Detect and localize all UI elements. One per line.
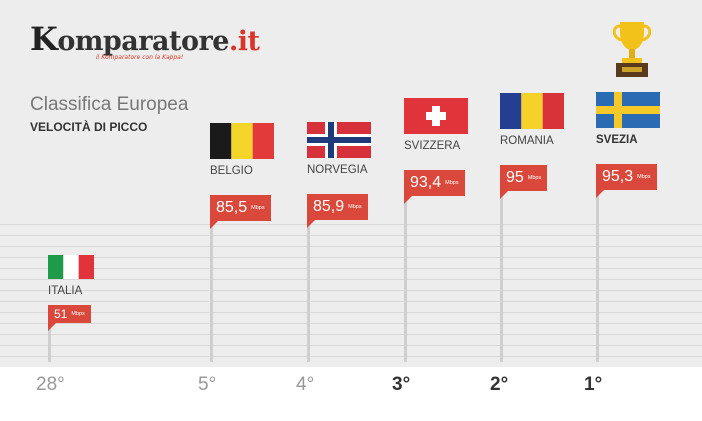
unit-label: Mbps (637, 174, 651, 181)
pole-italia (48, 305, 51, 362)
pole-romania (500, 165, 503, 362)
country-label: ROMANIA (500, 135, 554, 148)
value-badge: 95 Mbps (500, 165, 548, 192)
badge-tail (210, 221, 218, 230)
data-label: 85,5 (216, 199, 248, 217)
rank-label: 28° (36, 374, 65, 395)
unit-label: Mbps (71, 311, 85, 318)
switzerland-flag (404, 98, 468, 139)
value-badge: 93,4 Mbps (404, 170, 465, 197)
badge-tail (500, 191, 508, 200)
italy-flag (48, 255, 94, 284)
rank-label: 3° (392, 374, 411, 395)
country-label: SVIZZERA (404, 140, 461, 153)
value-badge: 85,5 Mbps (210, 195, 271, 222)
badge-tail (596, 190, 604, 199)
grid-line (0, 257, 702, 258)
data-label: 51 (54, 307, 68, 322)
grid-line (0, 290, 702, 291)
pole-norvegia (307, 194, 310, 362)
badge-tail (307, 220, 315, 229)
pole-belgio (210, 195, 213, 362)
grid-line (0, 268, 702, 269)
grid-line (0, 235, 702, 236)
country-label: NORVEGIA (307, 164, 368, 177)
grid-line (0, 323, 702, 324)
grid-line (0, 312, 702, 313)
brand-tagline: il Komparatore con la Kappa! (96, 54, 184, 61)
country-label: SVEZIA (596, 134, 638, 147)
pole-svizzera (404, 170, 407, 362)
rank-label: 1° (584, 374, 603, 395)
data-label: 95,3 (602, 168, 634, 186)
grid-line (0, 356, 702, 357)
grid-line (0, 224, 702, 225)
rank-label: 2° (490, 374, 509, 395)
value-badge: 95,3 Mbps (596, 164, 657, 191)
grid-line (0, 345, 702, 346)
brand-logo[interactable]: Komparatore.it il Komparatore con la Kap… (30, 20, 260, 61)
value-badge: 51 Mbps (48, 305, 91, 324)
sweden-flag (596, 92, 660, 133)
badge-tail (48, 323, 56, 332)
chart-subtitle: VELOCITÀ DI PICCO (30, 120, 148, 134)
grid-line (0, 279, 702, 280)
unit-label: Mbps (251, 205, 265, 212)
rank-label: 4° (296, 374, 315, 395)
data-label: 95 (506, 169, 524, 187)
data-label: 85,9 (313, 198, 345, 216)
badge-tail (404, 196, 412, 205)
pole-svezia (596, 164, 599, 362)
chart-background (0, 0, 702, 367)
norway-flag (307, 122, 371, 163)
romania-flag (500, 93, 564, 134)
grid-line (0, 334, 702, 335)
chart-title: Classifica Europea (30, 94, 189, 115)
unit-label: Mbps (527, 175, 542, 182)
data-label: 93,4 (410, 174, 442, 192)
belgium-flag (210, 123, 274, 164)
rank-label: 5° (198, 374, 217, 395)
country-label: BELGIO (210, 165, 253, 178)
brand-name: Komparatore.it (30, 20, 260, 58)
country-label: ITALIA (48, 285, 83, 298)
grid-line (0, 301, 702, 302)
unit-label: Mbps (445, 180, 459, 187)
unit-label: Mbps (348, 204, 362, 211)
trophy-icon (612, 22, 652, 77)
grid-line (0, 246, 702, 247)
value-badge: 85,9 Mbps (307, 194, 368, 221)
